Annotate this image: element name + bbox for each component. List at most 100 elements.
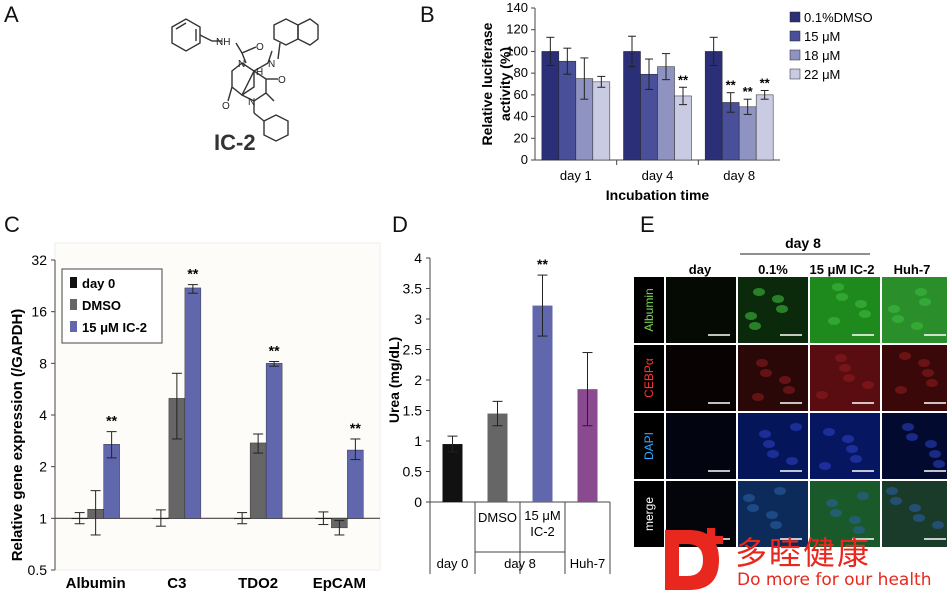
bar	[755, 94, 774, 161]
bar	[487, 413, 508, 502]
cell-blob	[786, 457, 798, 465]
cell-blob	[922, 369, 934, 377]
cell-blob	[763, 440, 775, 448]
y-tick-label: 60	[514, 87, 528, 102]
chart-c: 0.5 1 2 4 8 16 32 ** Albumin ** C3 ** TDO2 ** EpCAM Rel…	[9, 242, 381, 592]
legend-swatch	[789, 68, 801, 80]
bar	[704, 51, 723, 161]
cell-blob	[830, 509, 842, 517]
bar	[577, 389, 598, 502]
y-tick-label: 0.5	[28, 562, 48, 578]
category-label: 15 μM	[524, 508, 560, 523]
y-tick-label: 100	[506, 43, 528, 58]
y-tick-label: 40	[514, 109, 528, 124]
x-tick-label: C3	[167, 575, 186, 592]
cell-blob	[836, 293, 848, 301]
x-tick-label: TDO2	[238, 575, 278, 592]
legend-label: 0.1%DMSO	[804, 10, 873, 25]
x-tick-label: day 1	[560, 168, 592, 183]
row-label: merge	[642, 497, 656, 531]
significance-label: **	[187, 266, 198, 282]
y-tick-label: 4	[414, 250, 422, 266]
y-tick-label: 2	[414, 372, 422, 388]
legend-label: day 0	[82, 276, 115, 291]
cell-blob	[839, 364, 851, 372]
y-tick-label: 0	[521, 152, 528, 167]
bar	[184, 287, 202, 519]
row-label: Albumin	[642, 288, 656, 331]
y-tick-label: 16	[31, 304, 47, 320]
legend-swatch	[70, 299, 77, 310]
group-label: day 8	[504, 556, 536, 571]
y-axis-label: Urea (mg/dL)	[386, 337, 402, 423]
legend-label: 22 μM	[804, 67, 840, 82]
legend-swatch	[789, 49, 801, 61]
group-label: Huh-7	[570, 556, 605, 571]
cell-blob	[918, 359, 930, 367]
panel-letter-c: C	[4, 212, 20, 237]
cell-blob	[855, 300, 867, 308]
micrograph-cell	[810, 481, 880, 547]
cell-blob	[783, 386, 795, 394]
nh-label: NH	[216, 37, 230, 48]
micrograph-grid: day 8 day 0.1% 15 μM IC-2 Huh-7 Albumin CEBPα D…	[634, 235, 947, 547]
brand-logo-icon	[665, 528, 723, 590]
cell-blob	[819, 462, 831, 470]
legend-box	[61, 268, 163, 344]
cell-blob	[926, 379, 938, 387]
bar	[623, 51, 641, 161]
group-label: day 0	[437, 556, 469, 571]
row-label: DAPI	[642, 432, 656, 460]
legend-swatch	[70, 277, 77, 288]
y-tick-label: 0.5	[403, 464, 423, 480]
significance-label: **	[350, 420, 361, 436]
x-axis-label: Incubation time	[606, 187, 710, 203]
cell-blob	[859, 310, 871, 318]
cell-blob	[745, 312, 757, 320]
micrograph-cell	[810, 413, 880, 479]
cell-blob	[902, 423, 914, 431]
x-tick-label: day 8	[723, 168, 755, 183]
x-tick-label: EpCAM	[313, 575, 366, 592]
y-tick-label: 1.5	[403, 403, 423, 419]
cell-blob	[846, 445, 858, 453]
significance-label: **	[743, 84, 754, 99]
cell-blob	[911, 322, 923, 330]
cell-blob	[826, 499, 838, 507]
y-axis-label: Relative gene expression (/GAPDH)	[9, 309, 26, 562]
cell-blob	[892, 315, 904, 323]
cell-blob	[767, 450, 779, 458]
y-tick-label: 120	[506, 22, 528, 37]
micrograph-cell	[738, 277, 808, 343]
significance-label: **	[269, 342, 280, 358]
cell-blob	[753, 288, 765, 296]
cell-blob	[759, 430, 771, 438]
y-axis-label: Relative luciferase activity (%)	[479, 22, 513, 145]
cell-blob	[779, 376, 791, 384]
cell-blob	[772, 295, 784, 303]
cell-blob	[842, 435, 854, 443]
row-label: CEBPα	[642, 358, 656, 398]
cell-blob	[886, 487, 898, 495]
cell-blob	[909, 504, 921, 512]
cell-blob	[823, 428, 835, 436]
cell-blob	[853, 526, 865, 534]
cell-blob	[849, 516, 861, 524]
cell-blob	[756, 359, 768, 367]
column-label: 0.1%	[758, 262, 788, 277]
cell-blob	[888, 305, 900, 313]
cell-blob	[933, 460, 945, 468]
legend-label: 18 μM	[804, 48, 840, 63]
bar	[532, 305, 553, 502]
cell-blob	[828, 317, 840, 325]
cell-blob	[906, 433, 918, 441]
legend-label: 15 μM IC-2	[82, 320, 147, 335]
bar	[249, 442, 267, 519]
x-tick-label: Albumin	[66, 575, 126, 592]
panel-e-title: day 8	[785, 235, 821, 251]
row-label-bg	[634, 481, 664, 547]
n-label-1: N	[238, 59, 245, 70]
cell-blob	[857, 492, 869, 500]
legend-swatch	[789, 30, 801, 42]
